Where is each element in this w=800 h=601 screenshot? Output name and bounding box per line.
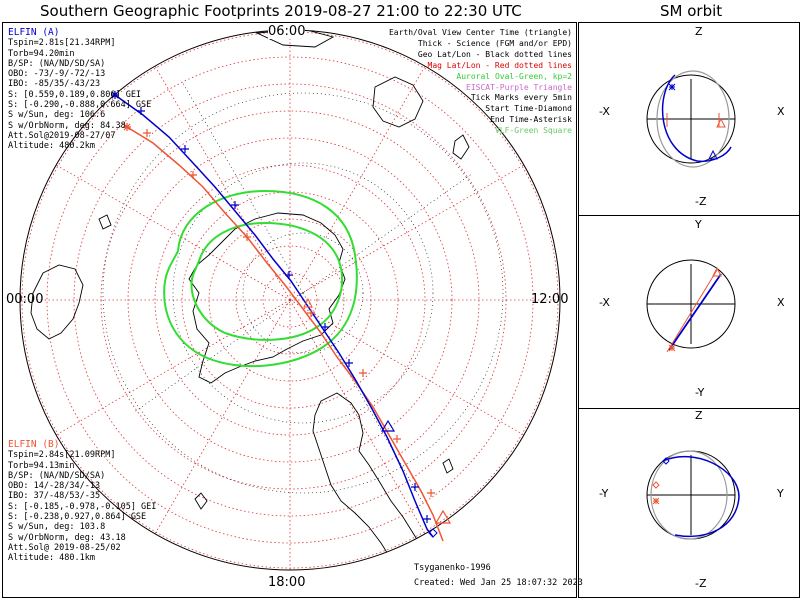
sm-orbit-gray xyxy=(650,450,728,540)
elfin-a-track xyxy=(114,94,434,538)
elfin-a-name: ELFIN (A) xyxy=(8,27,60,38)
elfin-b-info: ELFIN (B) Tspin=2.84s[21.09RPM] Torb=94.… xyxy=(8,439,157,564)
elfin-b-ticks xyxy=(143,129,435,497)
footprint-map-panel xyxy=(2,22,577,598)
elfin-a-line: S w/OrbNorm, deg: 84.38 xyxy=(8,120,126,131)
map-legend: Earth/Oval View Center Time (triangle) T… xyxy=(389,28,572,137)
auroral-oval xyxy=(163,189,358,368)
elfin-b-line: S w/OrbNorm, deg: 43.18 xyxy=(8,532,126,543)
elfin-a-line: B/SP: (NA/ND/SD/SA) xyxy=(8,58,106,69)
legend-item: VLF-Green Square xyxy=(494,126,572,136)
axis-label-right: X xyxy=(777,296,785,309)
axis-label-bottom: -Y xyxy=(695,386,705,399)
axis-label-left: -X xyxy=(599,296,610,309)
created-label: Created: Wed Jan 25 18:07:32 2023 xyxy=(414,578,583,588)
elfin-b-sm-orbit xyxy=(666,269,718,353)
elfin-a-line: Att.Sol@2019-08-27/07 xyxy=(8,130,116,141)
elfin-a-start-marker xyxy=(111,91,119,99)
footprint-map xyxy=(19,29,561,571)
legend-item: End Time-Asterisk xyxy=(490,115,572,125)
elfin-a-sm-orbit xyxy=(661,74,732,163)
axis-label-right: X xyxy=(777,105,785,118)
axis-label-bottom: -Z xyxy=(695,195,707,208)
elfin-b-line: S: [-0.185,-0.978,-0.105] GEI xyxy=(8,501,157,512)
elfin-a-line: Tspin=2.81s[21.34RPM] xyxy=(8,38,116,49)
elfin-b-line: Altitude: 480.1km xyxy=(8,553,95,564)
elfin-a-line: S: [-0.290,-0.888,0.664] GSE xyxy=(8,100,152,111)
elfin-a-view-triangle xyxy=(380,419,396,432)
sm-panel-xz: Z -Z -X X xyxy=(578,22,800,216)
elfin-b-line: OBO: 14/-28/34/-13 xyxy=(8,481,101,492)
hour-label-left: 00:00 xyxy=(6,292,44,307)
map-title: Southern Geographic Footprints 2019-08-2… xyxy=(40,2,522,20)
legend-item: Auroral Oval-Green, kp=2 xyxy=(456,71,572,81)
continent-outlines xyxy=(30,30,470,570)
axis-label-bottom: -Z xyxy=(695,577,707,590)
earth-circle xyxy=(646,74,736,164)
axis-label-left: -Y xyxy=(599,487,609,500)
elfin-a-line: S: [0.559,0.189,0.806] GEI xyxy=(8,89,142,100)
legend-item: Mag Lat/Lon - Red dotted lines xyxy=(427,60,573,70)
elfin-a-sm-orbit xyxy=(668,273,722,351)
geo-lat-circles xyxy=(102,92,504,494)
axis-label-top: Z xyxy=(695,409,703,422)
sm-panel-yz: Z -Z -Y Y xyxy=(578,408,800,598)
axis-label-right: Y xyxy=(777,487,784,500)
elfin-b-center-triangle xyxy=(303,297,313,308)
legend-item: Geo Lat/Lon - Black dotted lines xyxy=(417,49,572,59)
elfin-b-line: IBO: 37/-48/53/-35 xyxy=(8,491,101,502)
elfin-b-track xyxy=(126,126,444,542)
sm-plot-yz xyxy=(646,450,740,540)
axis-label-top: Z xyxy=(695,25,703,38)
elfin-b-line: S: [-0.238,0.927,0.864] GSE xyxy=(8,512,147,523)
legend-item: Thick - Science (FGM and/or EPD) xyxy=(417,38,572,48)
legend-item: Earth/Oval View Center Time (triangle) xyxy=(388,28,572,37)
sm-plot-xy xyxy=(646,259,736,353)
elfin-a-line: IBO: -85/35/-43/23 xyxy=(8,79,101,90)
elfin-b-line: S w/Sun, deg: 103.8 xyxy=(8,522,106,533)
elfin-a-ticks xyxy=(137,107,431,523)
elfin-a-line: S w/Sun, deg: 106.6 xyxy=(8,110,106,121)
elfin-b-line: Torb=94.13min xyxy=(8,460,75,471)
elfin-a-end-marker xyxy=(428,528,438,538)
sm-orbit-title: SM orbit xyxy=(660,2,723,20)
axis-label-left: -X xyxy=(599,105,610,118)
geo-lon-lines xyxy=(132,82,474,504)
elfin-a-line: Torb=94.20min xyxy=(8,48,75,59)
sm-orbit-gray xyxy=(656,70,730,168)
sm-panel-xy: Y -Y -X X xyxy=(578,215,800,409)
sm-plot-xz xyxy=(646,70,736,168)
elfin-a-line: Altitude: 480.2km xyxy=(8,141,95,152)
elfin-b-name: ELFIN (B) xyxy=(8,439,60,450)
elfin-b-view-triangle xyxy=(434,509,452,524)
earth-circle xyxy=(646,259,736,349)
legend-item: EISCAT-Purple Triangle xyxy=(466,82,572,92)
hour-label-top: 06:00 xyxy=(268,24,306,39)
elfin-b-line: Att.Sol@ 2019-08-25/02 xyxy=(8,542,121,553)
mag-lon-lines xyxy=(20,30,560,570)
elfin-b-line: B/SP: (NA/ND/SD/SA) xyxy=(8,470,106,481)
elfin-a-sm-orbit xyxy=(662,456,740,537)
elfin-b-start-marker xyxy=(123,123,131,131)
elfin-b-line: Tspin=2.84s[21.09RPM] xyxy=(8,450,116,461)
axis-label-top: Y xyxy=(695,218,702,231)
model-label: Tsyganenko-1996 xyxy=(414,563,491,573)
hour-label-bottom: 18:00 xyxy=(268,575,306,590)
legend-item: Tick Marks every 5min xyxy=(470,93,572,103)
elfin-a-line: OBO: -73/-9/-72/-13 xyxy=(8,69,106,80)
legend-item: Start Time-Diamond xyxy=(485,104,572,114)
hour-label-right: 12:00 xyxy=(531,292,569,307)
elfin-a-info: ELFIN (A) Tspin=2.81s[21.34RPM] Torb=94.… xyxy=(8,27,152,152)
